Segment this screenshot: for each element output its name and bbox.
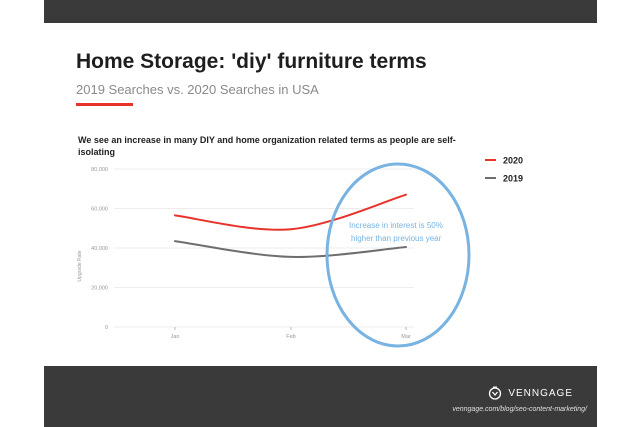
- grid-layer: [114, 168, 414, 328]
- y-tick-label: 80,000: [91, 167, 108, 173]
- source-url: venngage.com/blog/seo-content-marketing/: [452, 406, 587, 413]
- legend-label-2019: 2019: [503, 174, 523, 184]
- bottom-bar: VENNGAGE venngage.com/blog/seo-content-m…: [44, 366, 597, 427]
- legend-label-2020: 2020: [503, 156, 523, 166]
- x-tick-label: Mar: [401, 334, 411, 340]
- x-tick-label: Feb: [286, 334, 295, 340]
- line-chart: Upgrade Rate 0 20,000 40,000 60,000 80,000 Ja…: [77, 156, 523, 348]
- chart-subtitle: 2019 Searches vs. 2020 Searches in USA: [76, 82, 319, 97]
- axis-layer: Upgrade Rate 0 20,000 40,000 60,000 80,000 Ja…: [77, 167, 411, 340]
- highlight-circle: [325, 162, 471, 348]
- y-tick-label: 40,000: [91, 246, 108, 252]
- brand-name: VENNGAGE: [508, 387, 573, 399]
- chart-title: Home Storage: 'diy' furniture terms: [76, 50, 427, 73]
- y-tick-label: 0: [105, 325, 108, 331]
- series-layer: [174, 193, 407, 258]
- y-tick-label: 60,000: [91, 207, 108, 213]
- annotation-line-1: Increase in interest is 50%: [349, 221, 443, 230]
- series-line-2019: [174, 240, 407, 258]
- chart-note: We see an increase in many DIY and home …: [78, 135, 456, 157]
- venngage-logo-icon: [489, 386, 502, 400]
- y-tick-label: 20,000: [91, 286, 108, 292]
- top-bar: [44, 0, 597, 23]
- title-accent-line: [76, 103, 133, 106]
- annotation-line-2: higher than previous year: [351, 234, 442, 243]
- y-axis-label: Upgrade Rate: [77, 250, 83, 281]
- legend-layer: 2020 2019: [485, 156, 523, 184]
- slide: Home Storage: 'diy' furniture terms 2019…: [44, 23, 597, 366]
- annotation-layer: Increase in interest is 50% higher than …: [325, 162, 471, 348]
- brand: VENNGAGE: [488, 386, 573, 400]
- x-tick-label: Jan: [171, 334, 180, 340]
- series-line-2020: [174, 193, 407, 231]
